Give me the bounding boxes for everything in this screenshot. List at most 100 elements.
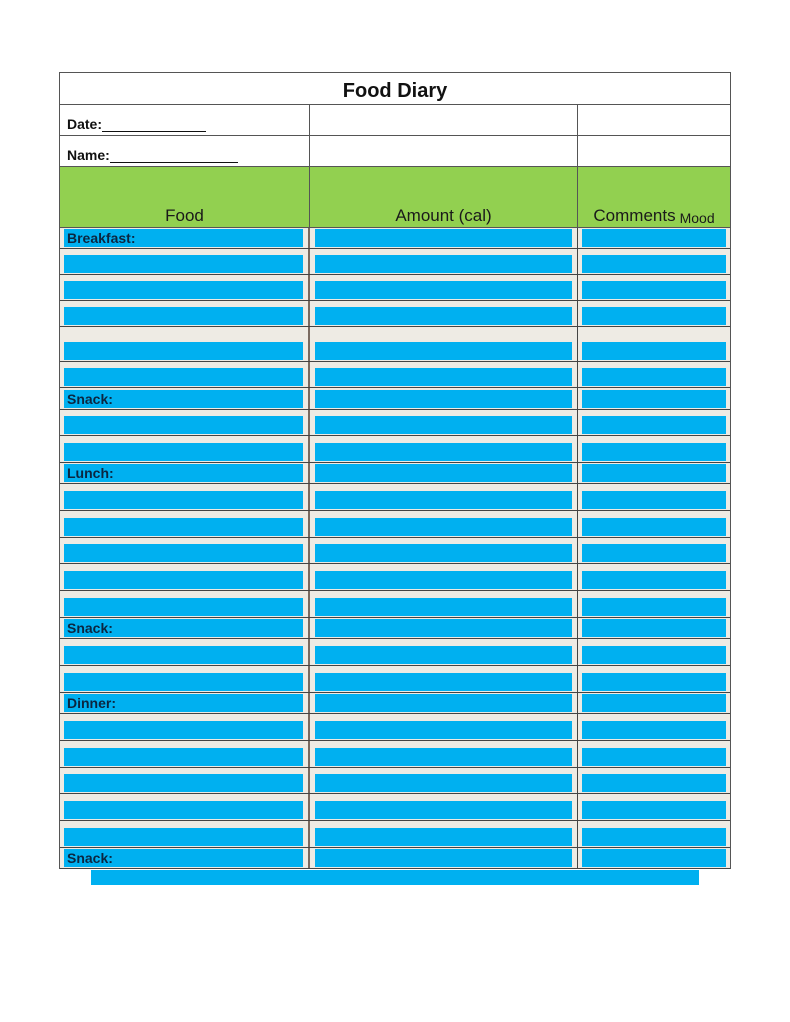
amount-entry-field[interactable] [315, 748, 572, 766]
food-entry-field[interactable] [64, 544, 303, 562]
amount-cell[interactable] [310, 794, 578, 820]
comments-cell[interactable] [578, 275, 730, 300]
food-cell[interactable] [60, 821, 310, 847]
comments-entry-field[interactable] [582, 646, 726, 664]
comments-cell[interactable] [578, 693, 730, 713]
comments-cell[interactable] [578, 301, 730, 326]
food-cell[interactable] [60, 666, 310, 692]
food-cell[interactable] [60, 249, 310, 274]
comments-cell[interactable] [578, 591, 730, 617]
food-cell[interactable]: Lunch: [60, 463, 310, 483]
amount-cell[interactable] [310, 564, 578, 590]
food-entry-field[interactable] [64, 646, 303, 664]
food-cell[interactable] [60, 275, 310, 300]
food-entry-field[interactable] [64, 390, 303, 408]
comments-entry-field[interactable] [582, 229, 726, 247]
comments-cell[interactable] [578, 741, 730, 767]
food-cell[interactable]: Snack: [60, 848, 310, 868]
date-row-cell-3[interactable] [578, 105, 730, 135]
amount-cell[interactable] [310, 511, 578, 537]
food-entry-field[interactable] [64, 801, 303, 819]
comments-entry-field[interactable] [582, 849, 726, 867]
food-entry-field[interactable] [64, 307, 303, 325]
food-entry-field[interactable] [64, 748, 303, 766]
amount-entry-field[interactable] [315, 518, 572, 536]
food-entry-field[interactable] [64, 673, 303, 691]
food-entry-field[interactable] [64, 721, 303, 739]
comments-entry-field[interactable] [582, 255, 726, 273]
food-cell[interactable] [60, 301, 310, 326]
food-entry-field[interactable] [64, 774, 303, 792]
food-cell[interactable] [60, 484, 310, 510]
amount-entry-field[interactable] [315, 801, 572, 819]
comments-entry-field[interactable] [582, 801, 726, 819]
amount-cell[interactable] [310, 768, 578, 793]
food-cell[interactable] [60, 564, 310, 590]
amount-entry-field[interactable] [315, 571, 572, 589]
date-row-cell-2[interactable] [310, 105, 578, 135]
comments-cell[interactable] [578, 848, 730, 868]
food-entry-field[interactable] [64, 229, 303, 247]
comments-cell[interactable] [578, 794, 730, 820]
food-cell[interactable] [60, 741, 310, 767]
comments-entry-field[interactable] [582, 342, 726, 360]
food-entry-field[interactable] [64, 828, 303, 846]
food-cell[interactable] [60, 511, 310, 537]
amount-cell[interactable] [310, 463, 578, 483]
comments-cell[interactable] [578, 666, 730, 692]
amount-entry-field[interactable] [315, 646, 572, 664]
comments-entry-field[interactable] [582, 673, 726, 691]
comments-cell[interactable] [578, 639, 730, 665]
amount-cell[interactable] [310, 436, 578, 462]
amount-cell[interactable] [310, 327, 578, 361]
food-entry-field[interactable] [64, 571, 303, 589]
comments-cell[interactable] [578, 327, 730, 361]
food-cell[interactable]: Dinner: [60, 693, 310, 713]
comments-cell[interactable] [578, 436, 730, 462]
comments-cell[interactable] [578, 249, 730, 274]
food-entry-field[interactable] [64, 598, 303, 616]
name-blank-line[interactable] [109, 150, 238, 163]
amount-cell[interactable] [310, 228, 578, 248]
comments-entry-field[interactable] [582, 571, 726, 589]
amount-entry-field[interactable] [315, 390, 572, 408]
comments-cell[interactable] [578, 362, 730, 387]
date-field[interactable]: Date: [60, 105, 310, 135]
amount-cell[interactable] [310, 410, 578, 435]
amount-entry-field[interactable] [315, 255, 572, 273]
comments-cell[interactable] [578, 388, 730, 409]
amount-entry-field[interactable] [315, 307, 572, 325]
food-cell[interactable] [60, 591, 310, 617]
food-cell[interactable] [60, 362, 310, 387]
food-entry-field[interactable] [64, 491, 303, 509]
amount-entry-field[interactable] [315, 491, 572, 509]
food-cell[interactable]: Snack: [60, 618, 310, 638]
comments-entry-field[interactable] [582, 774, 726, 792]
food-entry-field[interactable] [64, 443, 303, 461]
food-entry-field[interactable] [64, 255, 303, 273]
amount-cell[interactable] [310, 538, 578, 563]
food-cell[interactable] [60, 538, 310, 563]
food-entry-field[interactable] [64, 342, 303, 360]
amount-entry-field[interactable] [315, 673, 572, 691]
amount-entry-field[interactable] [315, 368, 572, 386]
comments-entry-field[interactable] [582, 694, 726, 712]
amount-entry-field[interactable] [315, 849, 572, 867]
food-entry-field[interactable] [64, 694, 303, 712]
footer-entry-bar[interactable] [91, 870, 699, 885]
amount-entry-field[interactable] [315, 619, 572, 637]
name-row-cell-3[interactable] [578, 136, 730, 166]
comments-cell[interactable] [578, 228, 730, 248]
amount-cell[interactable] [310, 275, 578, 300]
food-entry-field[interactable] [64, 281, 303, 299]
amount-entry-field[interactable] [315, 828, 572, 846]
food-cell[interactable]: Breakfast: [60, 228, 310, 248]
name-field[interactable]: Name: [60, 136, 310, 166]
comments-entry-field[interactable] [582, 443, 726, 461]
food-cell[interactable] [60, 794, 310, 820]
amount-cell[interactable] [310, 821, 578, 847]
comments-entry-field[interactable] [582, 721, 726, 739]
amount-cell[interactable] [310, 301, 578, 326]
comments-entry-field[interactable] [582, 491, 726, 509]
comments-entry-field[interactable] [582, 544, 726, 562]
